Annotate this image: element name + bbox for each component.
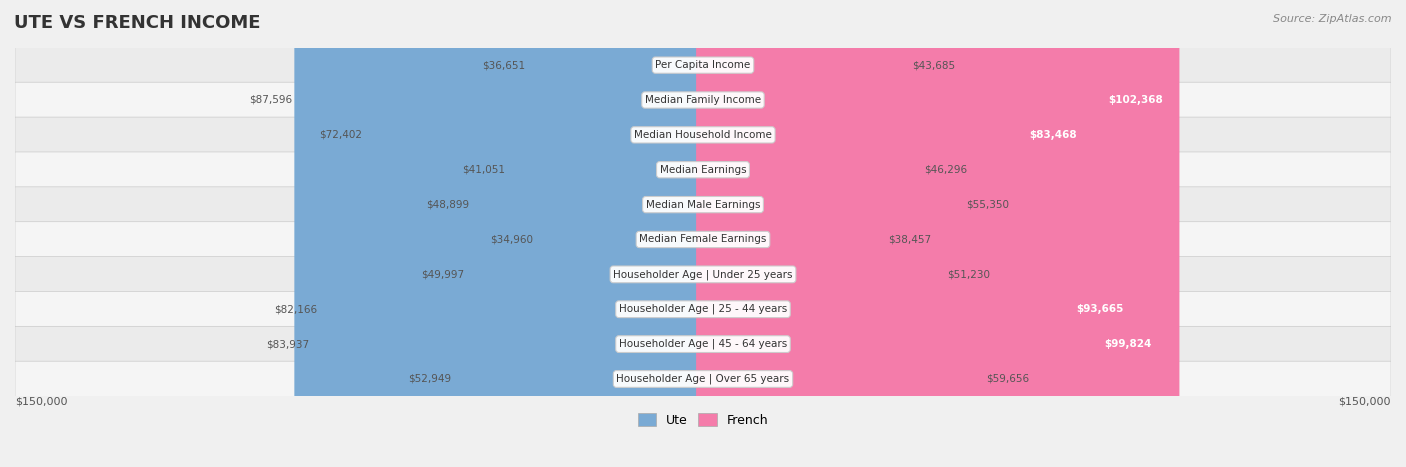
Text: $150,000: $150,000: [15, 396, 67, 406]
FancyBboxPatch shape: [15, 326, 1391, 362]
FancyBboxPatch shape: [696, 0, 922, 467]
FancyBboxPatch shape: [453, 0, 710, 467]
Text: Householder Age | 25 - 44 years: Householder Age | 25 - 44 years: [619, 304, 787, 314]
FancyBboxPatch shape: [15, 47, 1391, 83]
Text: $43,685: $43,685: [912, 60, 956, 70]
FancyBboxPatch shape: [696, 0, 910, 467]
FancyBboxPatch shape: [294, 0, 710, 467]
Text: $93,665: $93,665: [1076, 304, 1123, 314]
Text: $49,997: $49,997: [422, 269, 464, 279]
Text: $72,402: $72,402: [319, 130, 361, 140]
Text: Median Household Income: Median Household Income: [634, 130, 772, 140]
Text: Householder Age | 45 - 64 years: Householder Age | 45 - 64 years: [619, 339, 787, 349]
FancyBboxPatch shape: [319, 0, 710, 467]
FancyBboxPatch shape: [15, 82, 1391, 118]
Text: Householder Age | Under 25 years: Householder Age | Under 25 years: [613, 269, 793, 280]
Text: $55,350: $55,350: [966, 199, 1010, 210]
FancyBboxPatch shape: [696, 0, 1092, 467]
Text: Median Male Earnings: Median Male Earnings: [645, 199, 761, 210]
FancyBboxPatch shape: [529, 0, 710, 467]
Text: $46,296: $46,296: [925, 165, 967, 175]
FancyBboxPatch shape: [311, 0, 710, 467]
Text: Median Family Income: Median Family Income: [645, 95, 761, 105]
FancyBboxPatch shape: [508, 0, 710, 467]
FancyBboxPatch shape: [536, 0, 710, 467]
FancyBboxPatch shape: [15, 256, 1391, 292]
Text: $87,596: $87,596: [249, 95, 292, 105]
Text: $34,960: $34,960: [491, 234, 533, 245]
FancyBboxPatch shape: [696, 0, 984, 467]
Text: $59,656: $59,656: [986, 374, 1029, 384]
Text: $83,937: $83,937: [266, 339, 309, 349]
Text: $51,230: $51,230: [948, 269, 990, 279]
Legend: Ute, French: Ute, French: [633, 409, 773, 432]
Text: $41,051: $41,051: [463, 165, 506, 175]
FancyBboxPatch shape: [696, 0, 886, 467]
Text: $150,000: $150,000: [1339, 396, 1391, 406]
FancyBboxPatch shape: [15, 291, 1391, 327]
FancyBboxPatch shape: [696, 0, 945, 467]
FancyBboxPatch shape: [696, 0, 1168, 467]
FancyBboxPatch shape: [696, 0, 1180, 467]
Text: $83,468: $83,468: [1029, 130, 1077, 140]
Text: $99,824: $99,824: [1104, 339, 1152, 349]
FancyBboxPatch shape: [696, 0, 963, 467]
FancyBboxPatch shape: [467, 0, 710, 467]
FancyBboxPatch shape: [15, 361, 1391, 397]
FancyBboxPatch shape: [15, 152, 1391, 188]
Text: $36,651: $36,651: [482, 60, 526, 70]
Text: Median Female Earnings: Median Female Earnings: [640, 234, 766, 245]
Text: $52,949: $52,949: [408, 374, 451, 384]
Text: $48,899: $48,899: [426, 199, 470, 210]
Text: Median Earnings: Median Earnings: [659, 165, 747, 175]
Text: Source: ZipAtlas.com: Source: ZipAtlas.com: [1274, 14, 1392, 24]
FancyBboxPatch shape: [15, 117, 1391, 153]
FancyBboxPatch shape: [364, 0, 710, 467]
FancyBboxPatch shape: [15, 187, 1391, 222]
FancyBboxPatch shape: [472, 0, 710, 467]
Text: Per Capita Income: Per Capita Income: [655, 60, 751, 70]
Text: $38,457: $38,457: [889, 234, 932, 245]
FancyBboxPatch shape: [15, 222, 1391, 257]
Text: $82,166: $82,166: [274, 304, 316, 314]
Text: $102,368: $102,368: [1108, 95, 1163, 105]
FancyBboxPatch shape: [696, 0, 1139, 467]
Text: Householder Age | Over 65 years: Householder Age | Over 65 years: [616, 374, 790, 384]
Text: UTE VS FRENCH INCOME: UTE VS FRENCH INCOME: [14, 14, 260, 32]
